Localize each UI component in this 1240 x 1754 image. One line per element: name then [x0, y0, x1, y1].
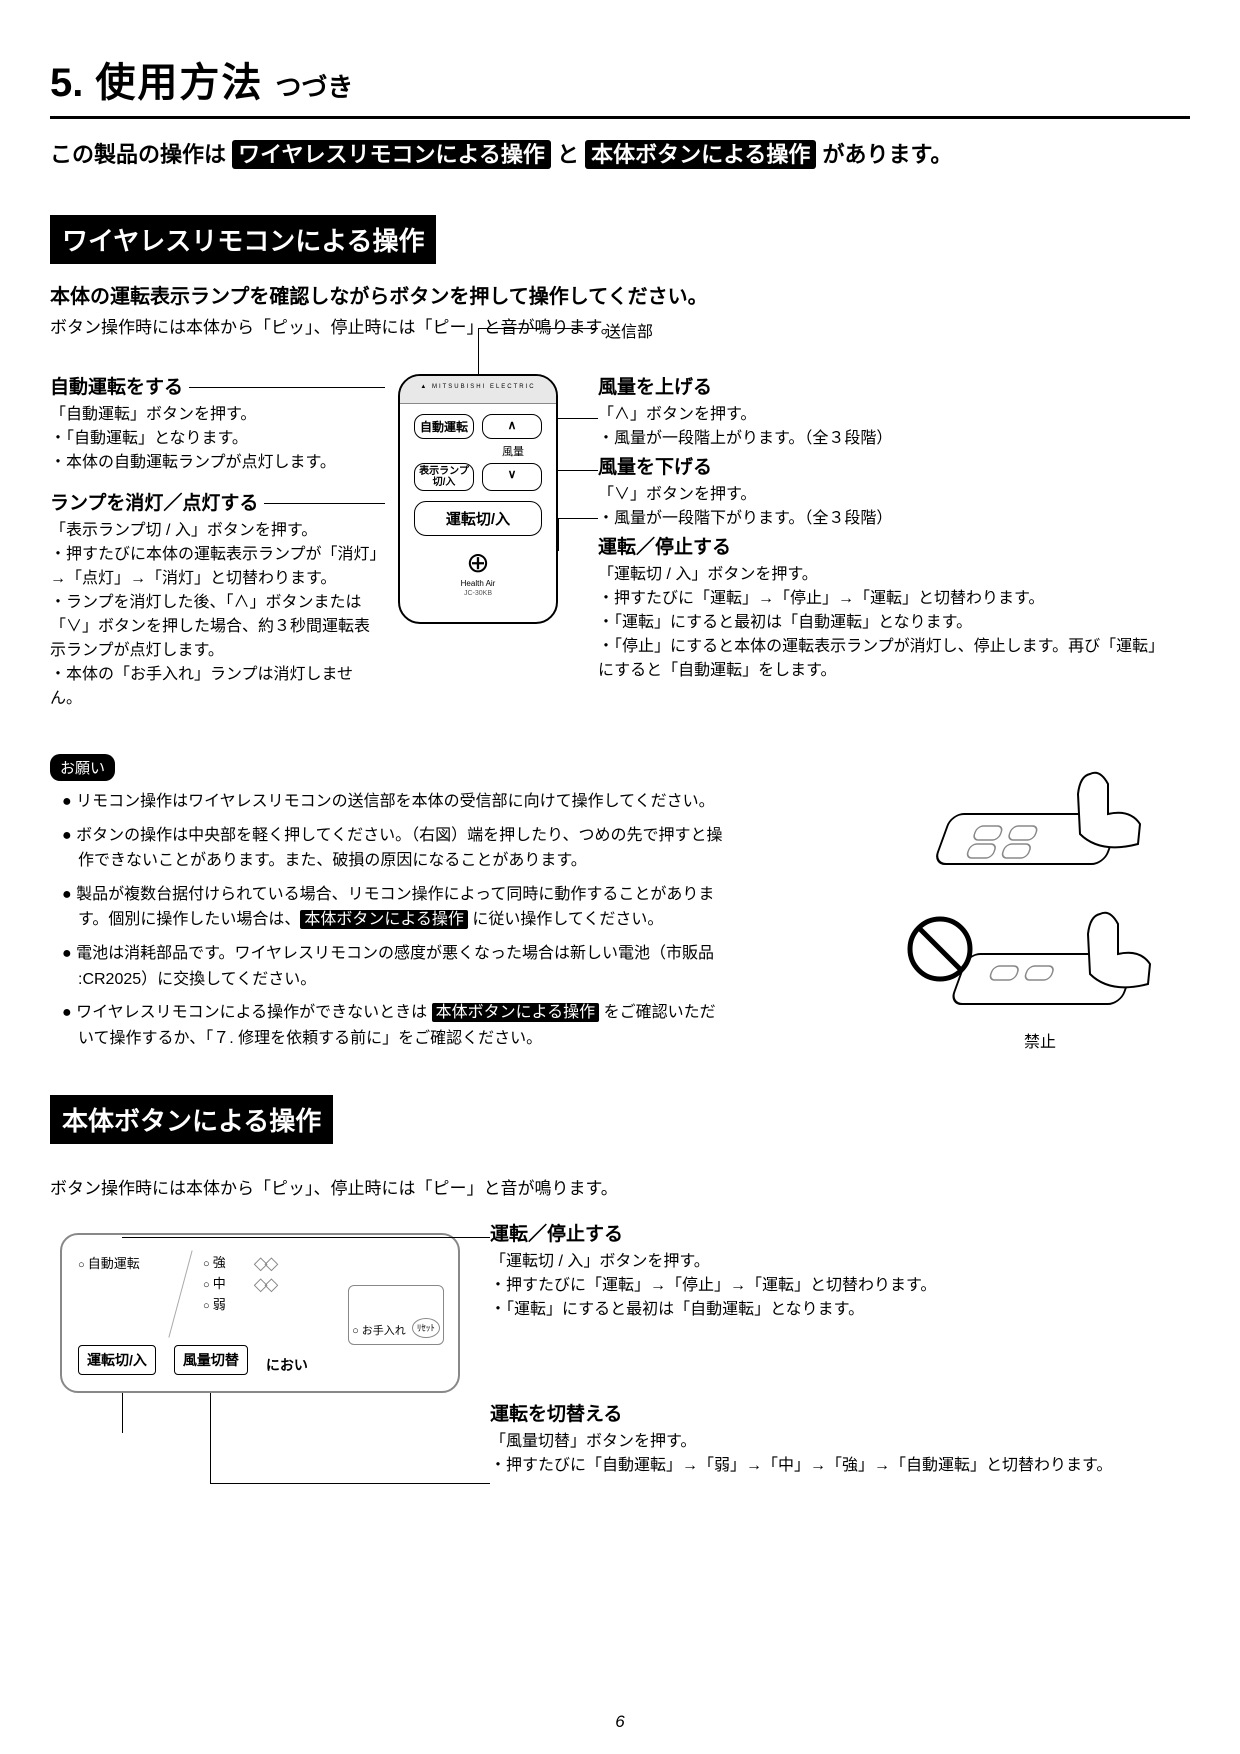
inline-badge-body-button: 本体ボタンによる操作 [300, 910, 468, 929]
callout-fanup-title: 風量を上げる [598, 372, 1158, 399]
note-item: ワイヤレスリモコンによる操作ができないときは 本体ボタンによる操作 をご確認いた… [62, 1000, 730, 1051]
leader-line [460, 1237, 490, 1238]
panel-diagram: 自動運転 強 中 弱 ◇◇◇◇ 運転切/入 風量切替 におい お手入れ ﾘｾ [50, 1219, 1190, 1579]
note-item: ボタンの操作は中央部を軽く押してください。（右図）端を押したり、つめの先で押すと… [62, 823, 730, 874]
inline-badge-body-button: 本体ボタンによる操作 [432, 1003, 600, 1022]
section-continued: つづき [275, 67, 353, 104]
intro-line: この製品の操作は ワイヤレスリモコンによる操作 と 本体ボタンによる操作 があり… [50, 137, 1190, 169]
intro-mid: と [557, 142, 585, 167]
note-item: 電池は消耗部品です。ワイヤレスリモコンの感度が悪くなった場合は新しい電池（市販品… [62, 941, 730, 992]
panel-lamp-hi: 強 [203, 1253, 226, 1274]
notes-section: お願い リモコン操作はワイヤレスリモコンの送信部を本体の受信部に向けて操作してく… [50, 754, 1190, 1051]
intro-badge-body: 本体ボタンによる操作 [585, 140, 816, 169]
remote-logo-icon: ⊕ [414, 546, 542, 579]
leader-line [210, 1393, 211, 1483]
callout-fanup-body: 「∧」ボタンを押す。 ・風量が一段階上がります。（全３段階） [598, 403, 1158, 451]
callout-fan-down: 風量を下げる 「∨」ボタンを押す。 ・風量が一段階下がります。（全３段階） [598, 452, 1158, 531]
notes-list: リモコン操作はワイヤレスリモコンの送信部を本体の受信部に向けて操作してください。… [50, 789, 730, 1051]
remote-btn-power: 運転切/入 [414, 501, 542, 536]
leader-line [122, 1393, 123, 1433]
panel-reset-btn: ﾘｾｯﾄ [412, 1318, 440, 1338]
callout-fandown-title: 風量を下げる [598, 452, 1158, 479]
callout-power-title: 運転／停止する [598, 532, 1158, 559]
leader-line [558, 518, 598, 519]
remote-btn-down: ∨ [482, 463, 542, 491]
page-number: 6 [0, 1712, 1240, 1732]
section2-heading: 本体ボタンによる操作 [50, 1095, 333, 1144]
panel-lamp-auto: 自動運転 [78, 1253, 158, 1272]
panel-btn-fan: 風量切替 [174, 1345, 248, 1375]
remote-sub: Health Air [414, 579, 542, 588]
callout-panel-power-body: 「運転切 / 入」ボタンを押す。 ・押すたびに「運転」→「停止」→「運転」と切替… [490, 1250, 1170, 1322]
callout-power: 運転／停止する 「運転切 / 入」ボタンを押す。 ・押すたびに「運転」→「停止」… [598, 532, 1158, 683]
callout-panel-fan-body: 「風量切替」ボタンを押す。 ・押すたびに「自動運転」→「弱」→「中」→「強」→「… [490, 1430, 1170, 1478]
section2-lead: ボタン操作時には本体から「ピッ」、停止時には「ピー」と音が鳴ります。 [50, 1174, 1190, 1199]
remote-illustration: ▲ MITSUBISHI ELECTRIC 自動運転 ∧ 風量 表示ランプ 切/… [398, 374, 558, 624]
callout-panel-fan-title: 運転を切替える [490, 1399, 1170, 1426]
section2: 本体ボタンによる操作 ボタン操作時には本体から「ピッ」、停止時には「ピー」と音が… [50, 1095, 1190, 1579]
leader-line [210, 1483, 490, 1484]
remote-diagram: 送信部 自動運転をする 「自動運転」ボタンを押す。 ・「自動運転」となります。 … [50, 358, 1190, 728]
illustration-correct-press [900, 764, 1180, 879]
note-item: 製品が複数台据付けられている場合、リモコン操作によって同時に動作することがありま… [62, 882, 730, 933]
remote-model: JC-30KB [414, 590, 542, 597]
callout-fan-up: 風量を上げる 「∧」ボタンを押す。 ・風量が一段階上がります。（全３段階） [598, 372, 1158, 451]
callout-fandown-body: 「∨」ボタンを押す。 ・風量が一段階下がります。（全３段階） [598, 483, 1158, 531]
odor-sensor-icon: ◇◇◇◇ [254, 1253, 276, 1295]
body-panel-illustration: 自動運転 強 中 弱 ◇◇◇◇ 運転切/入 風量切替 におい お手入れ ﾘｾ [60, 1233, 460, 1393]
transmitter-label: 送信部 [605, 318, 653, 342]
panel-lamp-lo: 弱 [203, 1295, 226, 1316]
callout-auto-body: 「自動運転」ボタンを押す。 ・「自動運転」となります。 ・本体の自動運転ランプが… [50, 403, 385, 475]
section-title: 使用方法 [95, 50, 263, 108]
intro-badge-wireless: ワイヤレスリモコンによる操作 [232, 140, 551, 169]
section-number: 5. [50, 61, 83, 106]
panel-odor-label: におい [266, 1355, 308, 1375]
callout-panel-power: 運転／停止する 「運転切 / 入」ボタンを押す。 ・押すたびに「運転」→「停止」… [490, 1219, 1170, 1322]
callout-panel-fan: 運転を切替える 「風量切替」ボタンを押す。 ・押すたびに「自動運転」→「弱」→「… [490, 1399, 1170, 1478]
callout-auto: 自動運転をする 「自動運転」ボタンを押す。 ・「自動運転」となります。 ・本体の… [50, 372, 385, 475]
illustration-prohibit: 禁止 [900, 894, 1180, 1052]
page-title: 5. 使用方法 つづき [50, 50, 1190, 119]
panel-right-box: お手入れ ﾘｾｯﾄ [348, 1285, 444, 1345]
leader-line [558, 418, 598, 419]
section1-lead1: 本体の運転表示ランプを確認しながらボタンを押して操作してください。 [50, 280, 1190, 309]
callout-lamp-title: ランプを消灯／点灯する [50, 488, 258, 515]
remote-air-label: 風量 [414, 443, 524, 459]
panel-btn-power: 運転切/入 [78, 1345, 156, 1375]
note-item: リモコン操作はワイヤレスリモコンの送信部を本体の受信部に向けて操作してください。 [62, 789, 730, 815]
leader-line [558, 470, 598, 471]
callout-lamp-body: 「表示ランプ切 / 入」ボタンを押す。 ・押すたびに本体の運転表示ランプが「消灯… [50, 519, 385, 711]
section1-heading: ワイヤレスリモコンによる操作 [50, 215, 436, 264]
transmitter-leader-line [478, 328, 598, 329]
callout-power-body: 「運転切 / 入」ボタンを押す。 ・押すたびに「運転」→「停止」→「運転」と切替… [598, 563, 1158, 683]
remote-brand: ▲ MITSUBISHI ELECTRIC [400, 376, 556, 404]
panel-lamp-mid: 中 [203, 1274, 226, 1295]
panel-care-label: お手入れ [352, 1322, 406, 1338]
callout-auto-title: 自動運転をする [50, 372, 183, 399]
remote-btn-auto: 自動運転 [414, 414, 474, 439]
intro-post: があります。 [823, 142, 953, 167]
remote-btn-lamp: 表示ランプ 切/入 [414, 463, 474, 491]
callout-lamp: ランプを消灯／点灯する 「表示ランプ切 / 入」ボタンを押す。 ・押すたびに本体… [50, 488, 385, 711]
prohibit-label: 禁止 [900, 1028, 1180, 1052]
notes-badge: お願い [50, 754, 115, 781]
callout-panel-power-title: 運転／停止する [490, 1219, 1170, 1246]
remote-btn-up: ∧ [482, 414, 542, 439]
intro-pre: この製品の操作は [50, 142, 226, 167]
